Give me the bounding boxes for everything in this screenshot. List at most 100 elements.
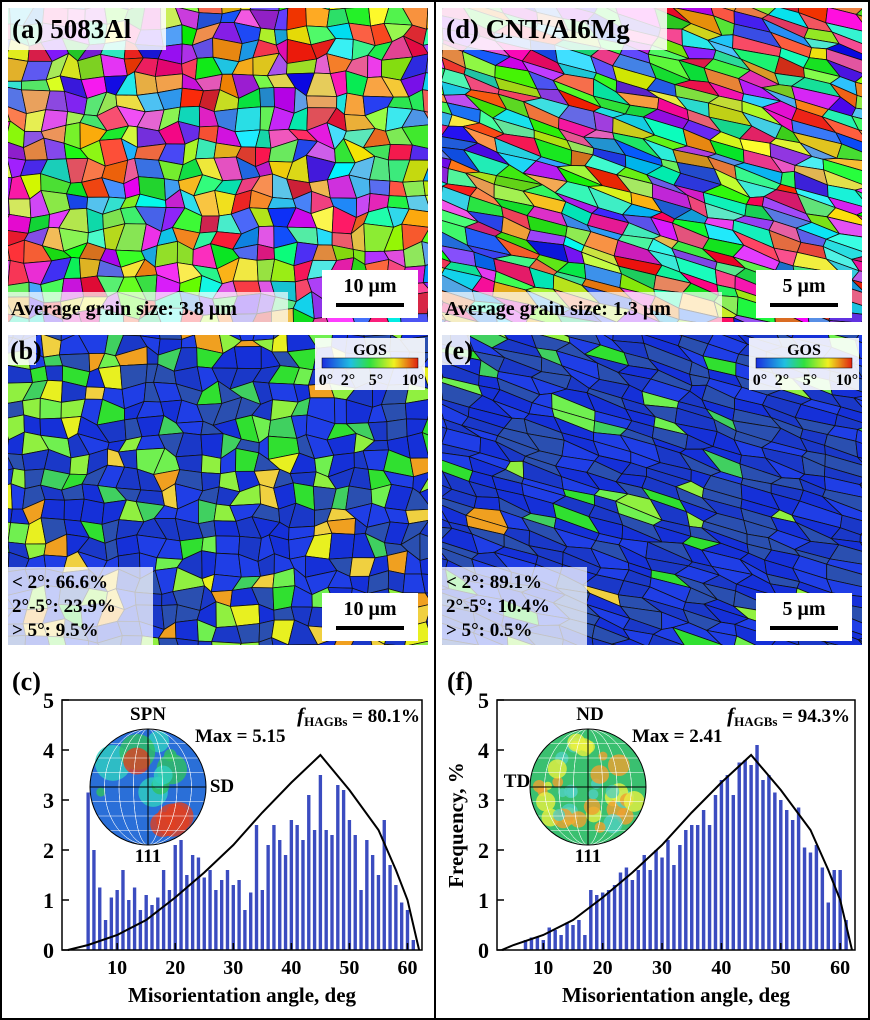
grain (810, 748, 837, 764)
fraction-label: < 2°: 89.1% (446, 572, 542, 593)
grain (405, 487, 428, 511)
colorbar-tick-label: 0° (753, 372, 767, 389)
grain (674, 646, 718, 664)
grain (422, 167, 428, 182)
bar (138, 910, 143, 950)
grain (734, 635, 757, 645)
pole-figure-max: Max = 5.15 (195, 726, 286, 747)
grain (419, 532, 428, 562)
x-tick-label: 20 (165, 957, 185, 979)
grain (507, 647, 536, 665)
bar (684, 830, 688, 950)
grain (420, 366, 428, 388)
grain (798, 644, 800, 645)
colorbar-tick-label: 10° (402, 372, 424, 389)
grain (613, 671, 660, 690)
grain (833, 746, 865, 765)
grain (269, 671, 296, 689)
grain (855, 8, 862, 17)
bar (755, 745, 759, 950)
scale-bar-label: 10 μm (344, 598, 397, 620)
y-tick-label: 0 (43, 938, 54, 963)
grain (826, 578, 862, 597)
grain (703, 673, 745, 696)
grain (200, 433, 224, 459)
bar (399, 902, 404, 950)
grain (333, 397, 347, 425)
grain (499, 658, 530, 674)
grain (798, 725, 833, 747)
pole-figure-label: TD (504, 771, 530, 792)
grain (175, 637, 199, 645)
grain (44, 365, 64, 382)
grain (856, 662, 870, 686)
bar (559, 935, 563, 950)
grain (348, 652, 374, 677)
grain (499, 664, 528, 685)
bar (832, 870, 836, 950)
bar (359, 890, 363, 950)
grain (804, 734, 837, 758)
bar (529, 937, 534, 950)
grain (271, 335, 289, 353)
bar (583, 935, 587, 950)
colorbar-tick-label: 2° (775, 372, 789, 389)
x-tick-label: 40 (711, 957, 731, 979)
grain (822, 496, 862, 522)
bar (156, 897, 160, 950)
grain (744, 673, 782, 696)
bar (737, 762, 741, 950)
grain (308, 674, 333, 697)
grain (21, 79, 51, 92)
colorbar-tick-label: 5° (369, 372, 383, 389)
grain (174, 619, 199, 642)
grain (387, 143, 413, 161)
bar (743, 760, 747, 950)
y-axis-label: Frequency, % (444, 762, 468, 888)
grain (426, 313, 428, 322)
grain (826, 207, 862, 226)
bar (808, 852, 813, 950)
grain (859, 541, 862, 546)
grain (158, 637, 179, 645)
colorbar-tick-label: 5° (803, 372, 817, 389)
y-tick-label: 1 (43, 888, 54, 913)
grain (831, 31, 862, 55)
bar (115, 890, 119, 950)
grain (674, 677, 718, 701)
grain (770, 757, 794, 779)
grain (478, 644, 480, 645)
grain (591, 637, 613, 645)
hagb-value: = 80.1% (347, 706, 420, 727)
bar (103, 920, 108, 950)
grain (211, 670, 232, 696)
label-box (8, 567, 153, 645)
colorbar (755, 357, 853, 369)
grain (826, 677, 866, 697)
bar (98, 887, 102, 950)
grain (142, 674, 159, 689)
grain (182, 656, 198, 679)
pole-figure-spot (583, 798, 601, 815)
grain (642, 690, 678, 706)
grain (646, 647, 685, 667)
grain (294, 671, 316, 690)
grain (364, 657, 391, 677)
hagb-symbol: f (727, 703, 736, 727)
grain (674, 688, 718, 708)
bar (295, 825, 299, 950)
grain (743, 752, 780, 773)
grain (825, 8, 862, 32)
y-tick-label: 4 (43, 738, 54, 763)
label-box (756, 593, 852, 641)
pole-figure-label: SD (210, 776, 234, 797)
colorbar-title: GOS (787, 342, 821, 359)
label-box (8, 292, 288, 322)
grain (685, 667, 707, 687)
grain (610, 638, 645, 645)
plot-frame (496, 699, 856, 951)
grain (84, 652, 105, 678)
bar (767, 775, 771, 950)
bar (144, 895, 148, 950)
label-box (442, 292, 722, 322)
